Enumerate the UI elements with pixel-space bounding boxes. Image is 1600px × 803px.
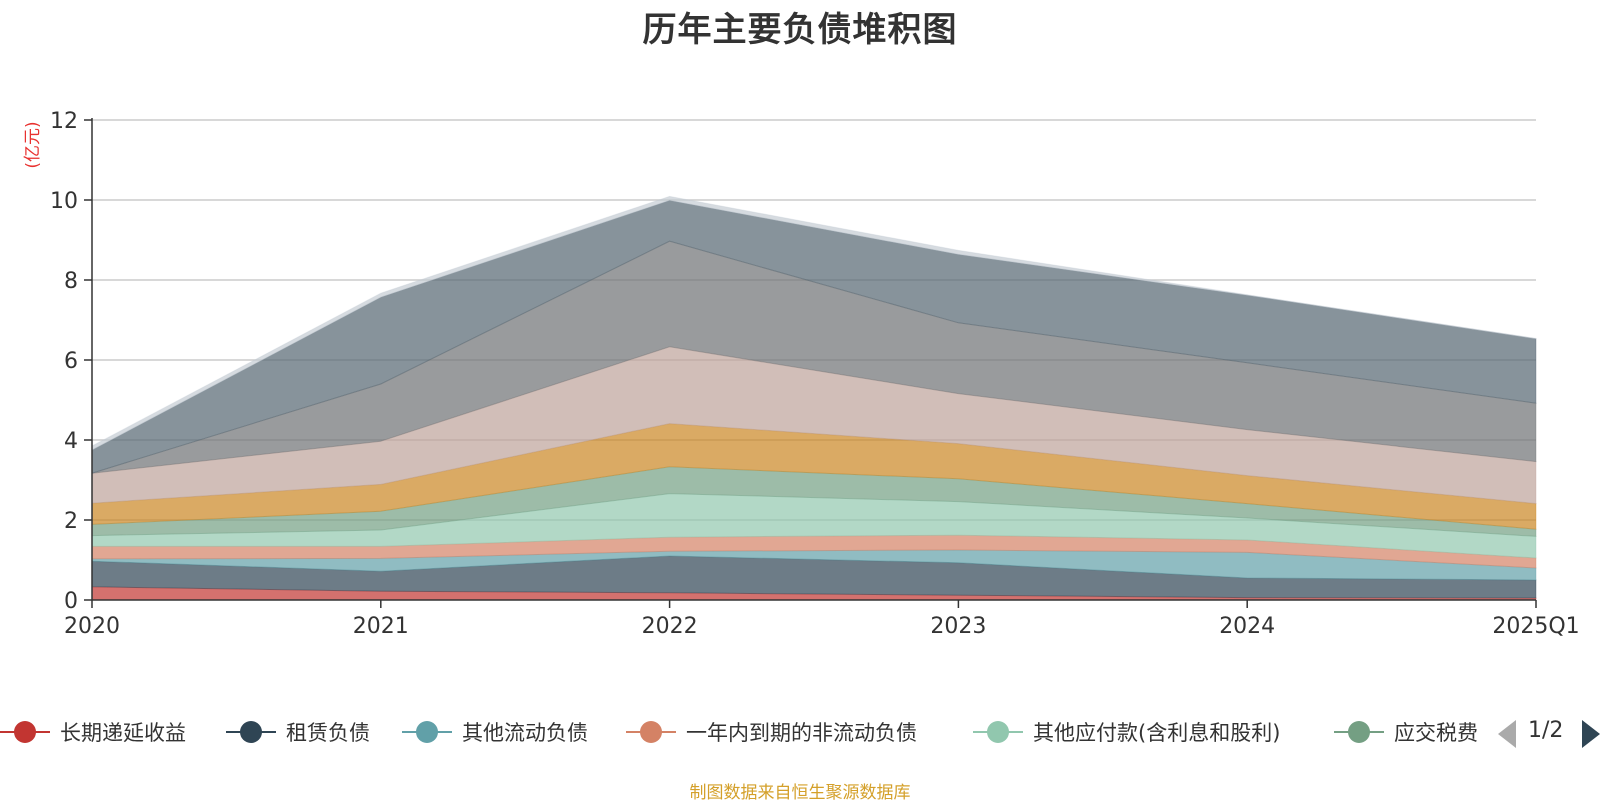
legend-marker-icon xyxy=(626,712,676,752)
area-series-8[interactable] xyxy=(91,240,1537,474)
y-tick-label: 4 xyxy=(64,429,78,454)
y-axis-unit-label: (亿元) xyxy=(23,121,43,168)
legend-item[interactable]: 租赁负债 xyxy=(226,712,370,752)
legend-item[interactable]: 其他流动负债 xyxy=(402,712,588,752)
legend-item[interactable]: 一年内到期的非流动负债 xyxy=(626,712,917,752)
source-note: 制图数据来自恒生聚源数据库 xyxy=(689,783,911,803)
legend-label: 租赁负债 xyxy=(286,721,370,745)
y-tick-label: 12 xyxy=(50,109,78,134)
y-tick-label: 2 xyxy=(64,509,78,534)
legend-marker-icon xyxy=(402,712,452,752)
legend-label: 应交税费 xyxy=(1394,721,1478,745)
legend-page-indicator: 1/2 xyxy=(1528,718,1564,743)
legend-marker-icon xyxy=(0,712,50,752)
x-tick-label: 2022 xyxy=(642,614,698,639)
legend-label: 长期递延收益 xyxy=(60,721,186,745)
triangle-left-icon[interactable] xyxy=(1498,720,1516,748)
legend-label: 其他流动负债 xyxy=(462,721,588,745)
y-tick-label: 10 xyxy=(50,189,78,214)
axis-layer: 0 2 4 6 8 10 12 2020 2021 2022 2023 2024 2025Q1 xyxy=(50,109,1580,639)
legend-item[interactable]: 其他应付款(含利息和股利) xyxy=(973,712,1280,752)
legend-marker-icon xyxy=(226,712,276,752)
area-series-10[interactable] xyxy=(91,195,1537,451)
legend-item[interactable]: 应交税费 xyxy=(1334,712,1478,752)
legend-marker-icon xyxy=(973,712,1023,752)
legend: 长期递延收益 租赁负债 其他流动负债 一年内到期的非流动负债 其他应付款(含利息和股利)… xyxy=(0,712,1484,752)
x-tick-label: 2021 xyxy=(353,614,409,639)
x-tick-label: 2020 xyxy=(64,614,120,639)
legend-marker-icon xyxy=(1334,712,1384,752)
legend-item[interactable]: 长期递延收益 xyxy=(0,712,186,752)
x-tick-label: 2025Q1 xyxy=(1492,614,1579,639)
area-layer xyxy=(91,195,1537,601)
legend-label: 其他应付款(含利息和股利) xyxy=(1033,721,1281,745)
y-tick-label: 8 xyxy=(64,269,78,294)
y-tick-label: 0 xyxy=(64,589,78,614)
x-tick-label: 2023 xyxy=(930,614,986,639)
triangle-right-icon[interactable] xyxy=(1582,720,1600,748)
legend-pager: 1/2 xyxy=(1498,712,1600,752)
x-tick-label: 2024 xyxy=(1219,614,1275,639)
legend-label: 一年内到期的非流动负债 xyxy=(686,721,917,745)
y-tick-label: 6 xyxy=(64,349,78,374)
chart-title: 历年主要负债堆积图 xyxy=(642,10,958,50)
